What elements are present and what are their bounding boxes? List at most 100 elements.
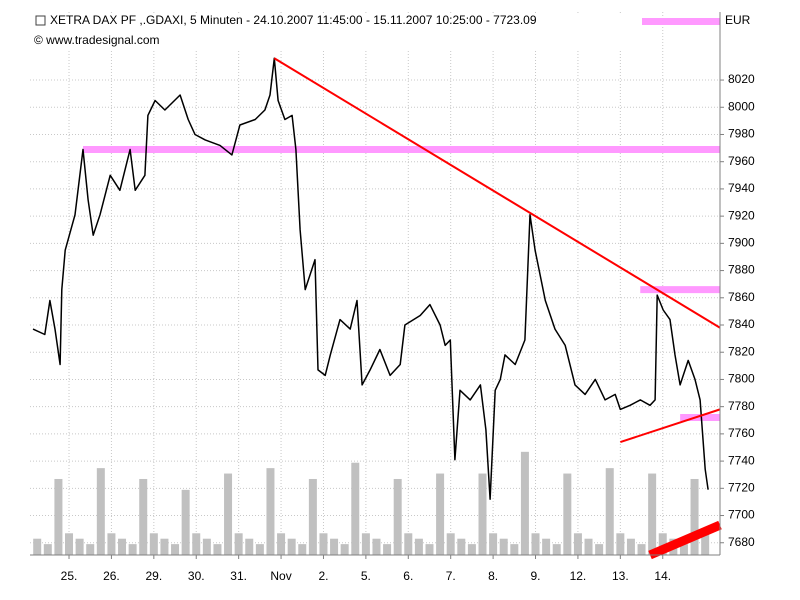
- x-tick-label: 29.: [145, 569, 162, 583]
- y-tick-label: 7740: [728, 453, 755, 467]
- volume-bar: [308, 478, 317, 555]
- volume-bar: [425, 544, 434, 555]
- x-tick-label: Nov: [270, 569, 291, 583]
- volume-bar: [563, 473, 572, 555]
- volume-bar: [605, 468, 614, 555]
- volume-bar: [361, 533, 370, 555]
- volume-bar: [690, 478, 699, 555]
- volume-bar: [436, 473, 445, 555]
- volume-bar: [149, 533, 158, 555]
- volume-bar: [701, 533, 710, 555]
- volume-bar: [128, 544, 137, 555]
- volume-bar: [54, 478, 63, 555]
- volume-bar: [202, 538, 211, 555]
- volume-bar: [213, 544, 222, 555]
- trendline-layer: [273, 57, 722, 560]
- title-box: [30, 13, 642, 49]
- volume-bar: [277, 533, 286, 555]
- volume-bar: [234, 533, 243, 555]
- volume-bar: [584, 538, 593, 555]
- axis-labels: 7680 7700 7720 7740 7760 7780 7800 7820 7840 7860…: [61, 72, 755, 583]
- x-tick-label: 31.: [230, 569, 247, 583]
- x-tick-label: 2.: [318, 569, 328, 583]
- volume-layer: [33, 451, 710, 555]
- y-tick-label: 7800: [728, 372, 755, 386]
- volume-bar: [393, 478, 402, 555]
- volume-bar: [510, 544, 519, 555]
- y-tick-label: 7700: [728, 508, 755, 522]
- x-tick-label: 14.: [654, 569, 671, 583]
- x-tick-label: 5.: [361, 569, 371, 583]
- volume-bar: [171, 544, 180, 555]
- volume-bar: [626, 538, 635, 555]
- y-tick-label: 7720: [728, 480, 755, 494]
- y-tick-label: 7820: [728, 344, 755, 358]
- x-tick-label: 8.: [488, 569, 498, 583]
- volume-bar: [520, 451, 529, 555]
- volume-bar: [542, 538, 551, 555]
- volume-bar: [245, 538, 254, 555]
- volume-bar: [648, 473, 657, 555]
- volume-bar: [383, 544, 392, 555]
- level-layer: [83, 18, 720, 422]
- y-tick-label: 7980: [728, 127, 755, 141]
- volume-bar: [478, 473, 487, 555]
- volume-bar: [467, 544, 476, 555]
- volume-bar: [340, 544, 349, 555]
- volume-bar: [139, 478, 148, 555]
- y-tick-label: 7760: [728, 426, 755, 440]
- volume-bar: [287, 538, 296, 555]
- volume-bar: [181, 489, 190, 555]
- volume-bar: [255, 544, 264, 555]
- volume-bar: [160, 538, 169, 555]
- volume-bar: [372, 538, 381, 555]
- volume-bar: [75, 538, 84, 555]
- x-tick-label: 7.: [446, 569, 456, 583]
- trendline: [648, 520, 722, 560]
- y-tick-label: 7840: [728, 317, 755, 331]
- x-tick-label: 6.: [403, 569, 413, 583]
- chart-title: XETRA DAX PF ,.GDAXI, 5 Minuten - 24.10.…: [50, 13, 537, 27]
- volume-bar: [96, 468, 105, 555]
- y-tick-label: 7780: [728, 399, 755, 413]
- volume-bar: [298, 544, 307, 555]
- volume-bar: [33, 538, 42, 555]
- y-tick-label: 7940: [728, 181, 755, 195]
- y-tick-label: 7860: [728, 290, 755, 304]
- volume-bar: [446, 533, 455, 555]
- volume-bar: [595, 544, 604, 555]
- volume-bar: [192, 533, 201, 555]
- chart-subtitle: © www.tradesignal.com: [34, 33, 160, 47]
- volume-bar: [679, 544, 688, 555]
- volume-bar: [224, 473, 233, 555]
- volume-bar: [616, 533, 625, 555]
- trendline: [620, 408, 721, 443]
- volume-bar: [489, 533, 498, 555]
- volume-bar: [404, 533, 413, 555]
- y-tick-label: 7920: [728, 208, 755, 222]
- x-tick-label: 30.: [188, 569, 205, 583]
- y-tick-label: 7900: [728, 236, 755, 250]
- y-tick-label: 7680: [728, 535, 755, 549]
- volume-bar: [86, 544, 95, 555]
- volume-bar: [107, 533, 116, 555]
- y-tick-label: 8000: [728, 99, 755, 113]
- volume-bar: [319, 533, 328, 555]
- volume-bar: [637, 544, 646, 555]
- y-tick-label: 8020: [728, 72, 755, 86]
- x-tick-label: 26.: [103, 569, 120, 583]
- volume-bar: [552, 544, 561, 555]
- volume-bar: [531, 533, 540, 555]
- volume-bar: [65, 533, 74, 555]
- volume-bar: [330, 538, 339, 555]
- price-line: [32, 57, 709, 500]
- volume-bar: [118, 538, 127, 555]
- volume-bar: [499, 538, 508, 555]
- price-layer: [32, 57, 709, 500]
- volume-bar: [414, 538, 423, 555]
- x-tick-label: 12.: [570, 569, 587, 583]
- x-tick-label: 9.: [531, 569, 541, 583]
- volume-bar: [266, 468, 275, 555]
